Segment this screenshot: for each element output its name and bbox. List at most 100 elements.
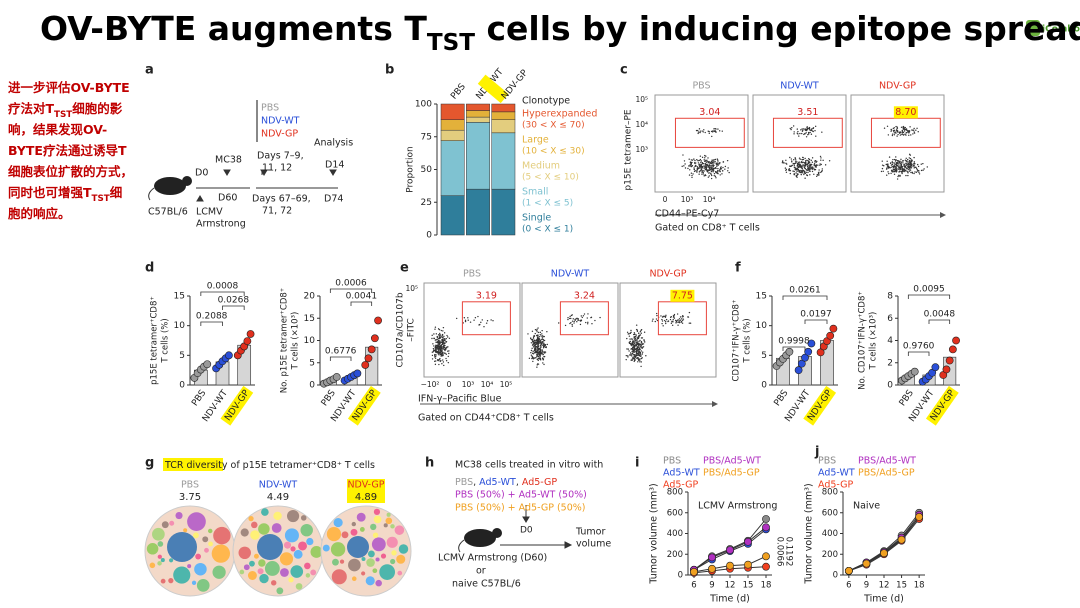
event-dot [635, 352, 638, 354]
event-dot [540, 352, 543, 354]
event-dot [910, 171, 912, 174]
event-dot [808, 127, 811, 129]
event-dot [636, 337, 638, 339]
event-dot [628, 335, 631, 337]
event-dot [536, 366, 538, 368]
event-dot [904, 170, 906, 173]
event-dot [704, 157, 706, 159]
legend-entry: Ad5-GP [818, 480, 854, 491]
event-dot [681, 318, 683, 320]
event-dot [795, 159, 797, 161]
event-dot [664, 320, 667, 323]
event-dot [629, 338, 631, 340]
clone [366, 558, 375, 567]
event-dot [816, 160, 818, 163]
x-axis-label: CD44–PE-Cy7 [655, 209, 719, 220]
event-dot [665, 318, 668, 321]
event-dot [791, 161, 793, 163]
event-dot [705, 155, 707, 157]
series-marker [844, 566, 853, 575]
event-dot [701, 156, 704, 159]
series-marker [726, 546, 734, 554]
event-dot [920, 163, 922, 165]
event-dot [809, 131, 811, 134]
event-dot [905, 134, 907, 136]
event-dot [803, 133, 805, 136]
event-dot [445, 348, 447, 351]
event-dot [439, 337, 441, 340]
event-dot [632, 356, 634, 358]
clone [310, 569, 317, 576]
clone [290, 546, 296, 552]
event-dot [688, 165, 690, 167]
event-dot [809, 174, 811, 176]
event-dot [530, 349, 533, 352]
event-dot [441, 339, 443, 341]
event-dot [634, 333, 636, 336]
mouse-body [154, 177, 186, 195]
event-dot [433, 337, 435, 340]
event-dot [904, 165, 907, 168]
event-dot [784, 167, 787, 169]
event-dot [541, 349, 543, 351]
event-dot [634, 341, 636, 343]
event-dot [467, 319, 469, 321]
y-tick-label: 0 [833, 571, 838, 581]
event-dot [537, 349, 540, 351]
event-dot [888, 156, 891, 158]
event-dot [679, 319, 682, 321]
event-dot [537, 327, 539, 329]
event-dot [899, 160, 901, 162]
y-axis-label: No. CD107⁺IFN-γ⁺CD8⁺ [858, 291, 868, 390]
event-dot [492, 320, 494, 322]
event-dot [443, 338, 445, 340]
event-dot [632, 342, 634, 344]
event-dot [435, 360, 437, 362]
clone [330, 542, 346, 557]
panel-label: j [814, 445, 819, 460]
series-marker [690, 567, 698, 576]
event-dot [538, 336, 541, 338]
clone [295, 583, 303, 590]
event-dot [717, 169, 719, 172]
event-dot [789, 172, 792, 175]
event-dot [819, 163, 821, 165]
event-dot [630, 329, 632, 332]
label: C57BL/6 [148, 207, 188, 218]
event-dot [629, 332, 632, 334]
event-dot [591, 323, 593, 325]
event-dot [669, 318, 672, 321]
event-dot [793, 131, 795, 133]
clone [253, 553, 259, 559]
clone [286, 509, 300, 523]
event-dot [440, 354, 443, 356]
event-dot [441, 336, 444, 339]
event-dot [665, 322, 667, 325]
gate-value: 3.19 [476, 290, 497, 301]
clone [157, 554, 162, 559]
y-tick-label: 4 [887, 336, 893, 346]
event-dot [443, 342, 446, 345]
event-dot [681, 322, 684, 324]
clone [251, 521, 258, 529]
y-axis-label: –FITC [407, 318, 417, 342]
clone [288, 577, 294, 583]
event-dot [633, 354, 636, 356]
event-dot [703, 170, 705, 172]
event-dot [639, 339, 641, 342]
logo: iCombo [1026, 20, 1080, 36]
event-dot [534, 332, 536, 335]
event-dot [636, 343, 638, 345]
clone [397, 570, 403, 576]
event-dot [910, 167, 913, 169]
event-dot [804, 177, 806, 179]
event-dot [906, 170, 908, 172]
event-dot [690, 172, 693, 174]
event-dot [544, 352, 546, 354]
event-dot [899, 175, 901, 177]
event-dot [715, 131, 717, 133]
event-dot [710, 173, 712, 176]
event-dot [814, 125, 817, 128]
clone [375, 557, 380, 562]
clone [351, 576, 357, 581]
